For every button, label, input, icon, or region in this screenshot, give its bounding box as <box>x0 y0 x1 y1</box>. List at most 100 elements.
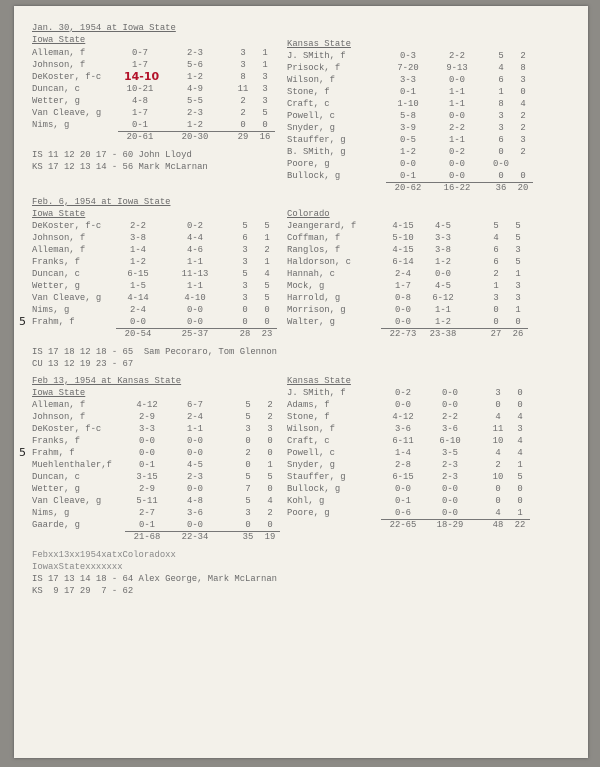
total-pf: 23 <box>261 329 273 339</box>
stat-ft: 9-13 <box>446 63 468 73</box>
stat-fg: 0-5 <box>400 135 416 145</box>
stat-ft: 3-8 <box>435 245 451 255</box>
stat-ft: 0-2 <box>187 221 203 231</box>
total-fg: 20-54 <box>124 329 152 339</box>
stat-fg: 3-9 <box>400 123 416 133</box>
stat-reb: 8 <box>498 99 504 109</box>
stat-ft: 4-4 <box>187 233 203 243</box>
player-name: Frahm, f <box>32 448 75 458</box>
stat-reb: 2 <box>495 460 501 470</box>
stat-reb: 10 <box>492 436 504 446</box>
player-name: Poore, g <box>287 159 330 169</box>
stat-pf: 2 <box>267 508 273 518</box>
stat-ft: 4-9 <box>187 84 203 94</box>
stat-ft: 6-7 <box>187 400 203 410</box>
stat-fg: 6-11 <box>392 436 414 446</box>
stat-ft: 1-1 <box>187 424 203 434</box>
team-header: Kansas State <box>287 39 351 49</box>
stat-ft: 3-5 <box>442 448 458 458</box>
stat-ft: 1-2 <box>187 72 203 82</box>
stat-reb: 11 <box>237 84 249 94</box>
stat-pf: 0 <box>517 484 523 494</box>
stat-ft: 3-3 <box>435 233 451 243</box>
player-name: Kohl, g <box>287 496 325 506</box>
stat-fg: 4-8 <box>132 96 148 106</box>
stat-pf: 0 <box>520 171 526 181</box>
player-name: Franks, f <box>32 257 80 267</box>
stat-fg: 10-21 <box>126 84 154 94</box>
stat-fg: 0-0 <box>395 484 411 494</box>
player-name: Stone, f <box>287 87 330 97</box>
player-name: Prisock, f <box>287 63 341 73</box>
stat-pf: 4 <box>517 436 523 446</box>
stat-ft: 2-3 <box>442 460 458 470</box>
stat-fg: 1-7 <box>132 60 148 70</box>
stat-pf: 2 <box>267 400 273 410</box>
stat-reb: 11 <box>492 424 504 434</box>
stat-reb: 3 <box>498 123 504 133</box>
stat-reb: 0 <box>240 120 246 130</box>
total-reb: 27 <box>490 329 502 339</box>
stat-reb: 5 <box>493 221 499 231</box>
score-line: KS 17 12 13 14 - 56 Mark McLarnan <box>32 162 208 172</box>
stat-ft: 0-0 <box>449 111 465 121</box>
stat-ft: 6-12 <box>432 293 454 303</box>
stat-reb: 4 <box>498 63 504 73</box>
stat-ft: 4-5 <box>187 460 203 470</box>
stat-pf: 5 <box>264 221 270 231</box>
struck-line: IowaxStatexxxxxxx <box>32 562 123 572</box>
stat-fg: 0-1 <box>139 520 155 530</box>
stat-pf: 1 <box>262 60 268 70</box>
stat-fg: 0-2 <box>395 388 411 398</box>
stat-ft: 2-3 <box>187 48 203 58</box>
stat-fg: 1-2 <box>130 257 146 267</box>
score-line: KS 9 17 29 7 - 62 <box>32 586 134 596</box>
player-name: J. SMith, f <box>287 51 346 61</box>
stat-pf: 1 <box>262 48 268 58</box>
stat-pf: 0 <box>520 87 526 97</box>
stat-pf: 0 <box>267 520 273 530</box>
stat-fg: 2-4 <box>395 269 411 279</box>
player-name: Morrison, g <box>287 305 346 315</box>
total-fg: 22-65 <box>389 520 417 530</box>
stat-reb: 2 <box>240 96 246 106</box>
stat-reb: 5 <box>242 269 248 279</box>
stat-ft: 1-2 <box>187 120 203 130</box>
player-name: DeKoster, f-c <box>32 72 102 82</box>
stat-ft: 0-0 <box>442 484 458 494</box>
stat-ft: 0-0 <box>187 484 203 494</box>
stat-pf: 0 <box>262 120 268 130</box>
stat-ft: 6-10 <box>439 436 461 446</box>
total-pf: 22 <box>514 520 526 530</box>
stat-fg: 4-12 <box>392 412 414 422</box>
stat-fg: 0-0 <box>400 159 416 169</box>
total-ft: 18-29 <box>436 520 464 530</box>
stat-pf: 4 <box>517 412 523 422</box>
stat-pf: 4 <box>517 448 523 458</box>
stat-fg: 3-15 <box>136 472 158 482</box>
stat-pf: 1 <box>515 305 521 315</box>
stat-pf: 0 <box>517 400 523 410</box>
stat-fg: 3-8 <box>130 233 146 243</box>
player-name: Nims, g <box>32 305 70 315</box>
stat-ft: 11-13 <box>181 269 209 279</box>
stat-pf: 3 <box>262 72 268 82</box>
stat-pf: 4 <box>264 269 270 279</box>
stat-ft: 1-1 <box>435 305 451 315</box>
total-pf: 20 <box>517 183 529 193</box>
stat-fg: 0-0 <box>395 317 411 327</box>
stat-pf: 4 <box>520 99 526 109</box>
stat-reb: 3 <box>495 388 501 398</box>
stat-reb: 5 <box>245 472 251 482</box>
stat-ft: 0-0 <box>442 400 458 410</box>
totals-rule <box>386 182 533 183</box>
player-name: Jeangerard, f <box>287 221 357 231</box>
stat-pf: 2 <box>264 245 270 255</box>
stat-reb: 1 <box>493 281 499 291</box>
stat-fg: 1-4 <box>130 245 146 255</box>
stat-fg: 2-9 <box>139 412 155 422</box>
player-name: Johnson, f <box>32 60 86 70</box>
player-name: Mock, g <box>287 281 325 291</box>
total-reb: 35 <box>242 532 254 542</box>
stat-fg: 3-3 <box>400 75 416 85</box>
